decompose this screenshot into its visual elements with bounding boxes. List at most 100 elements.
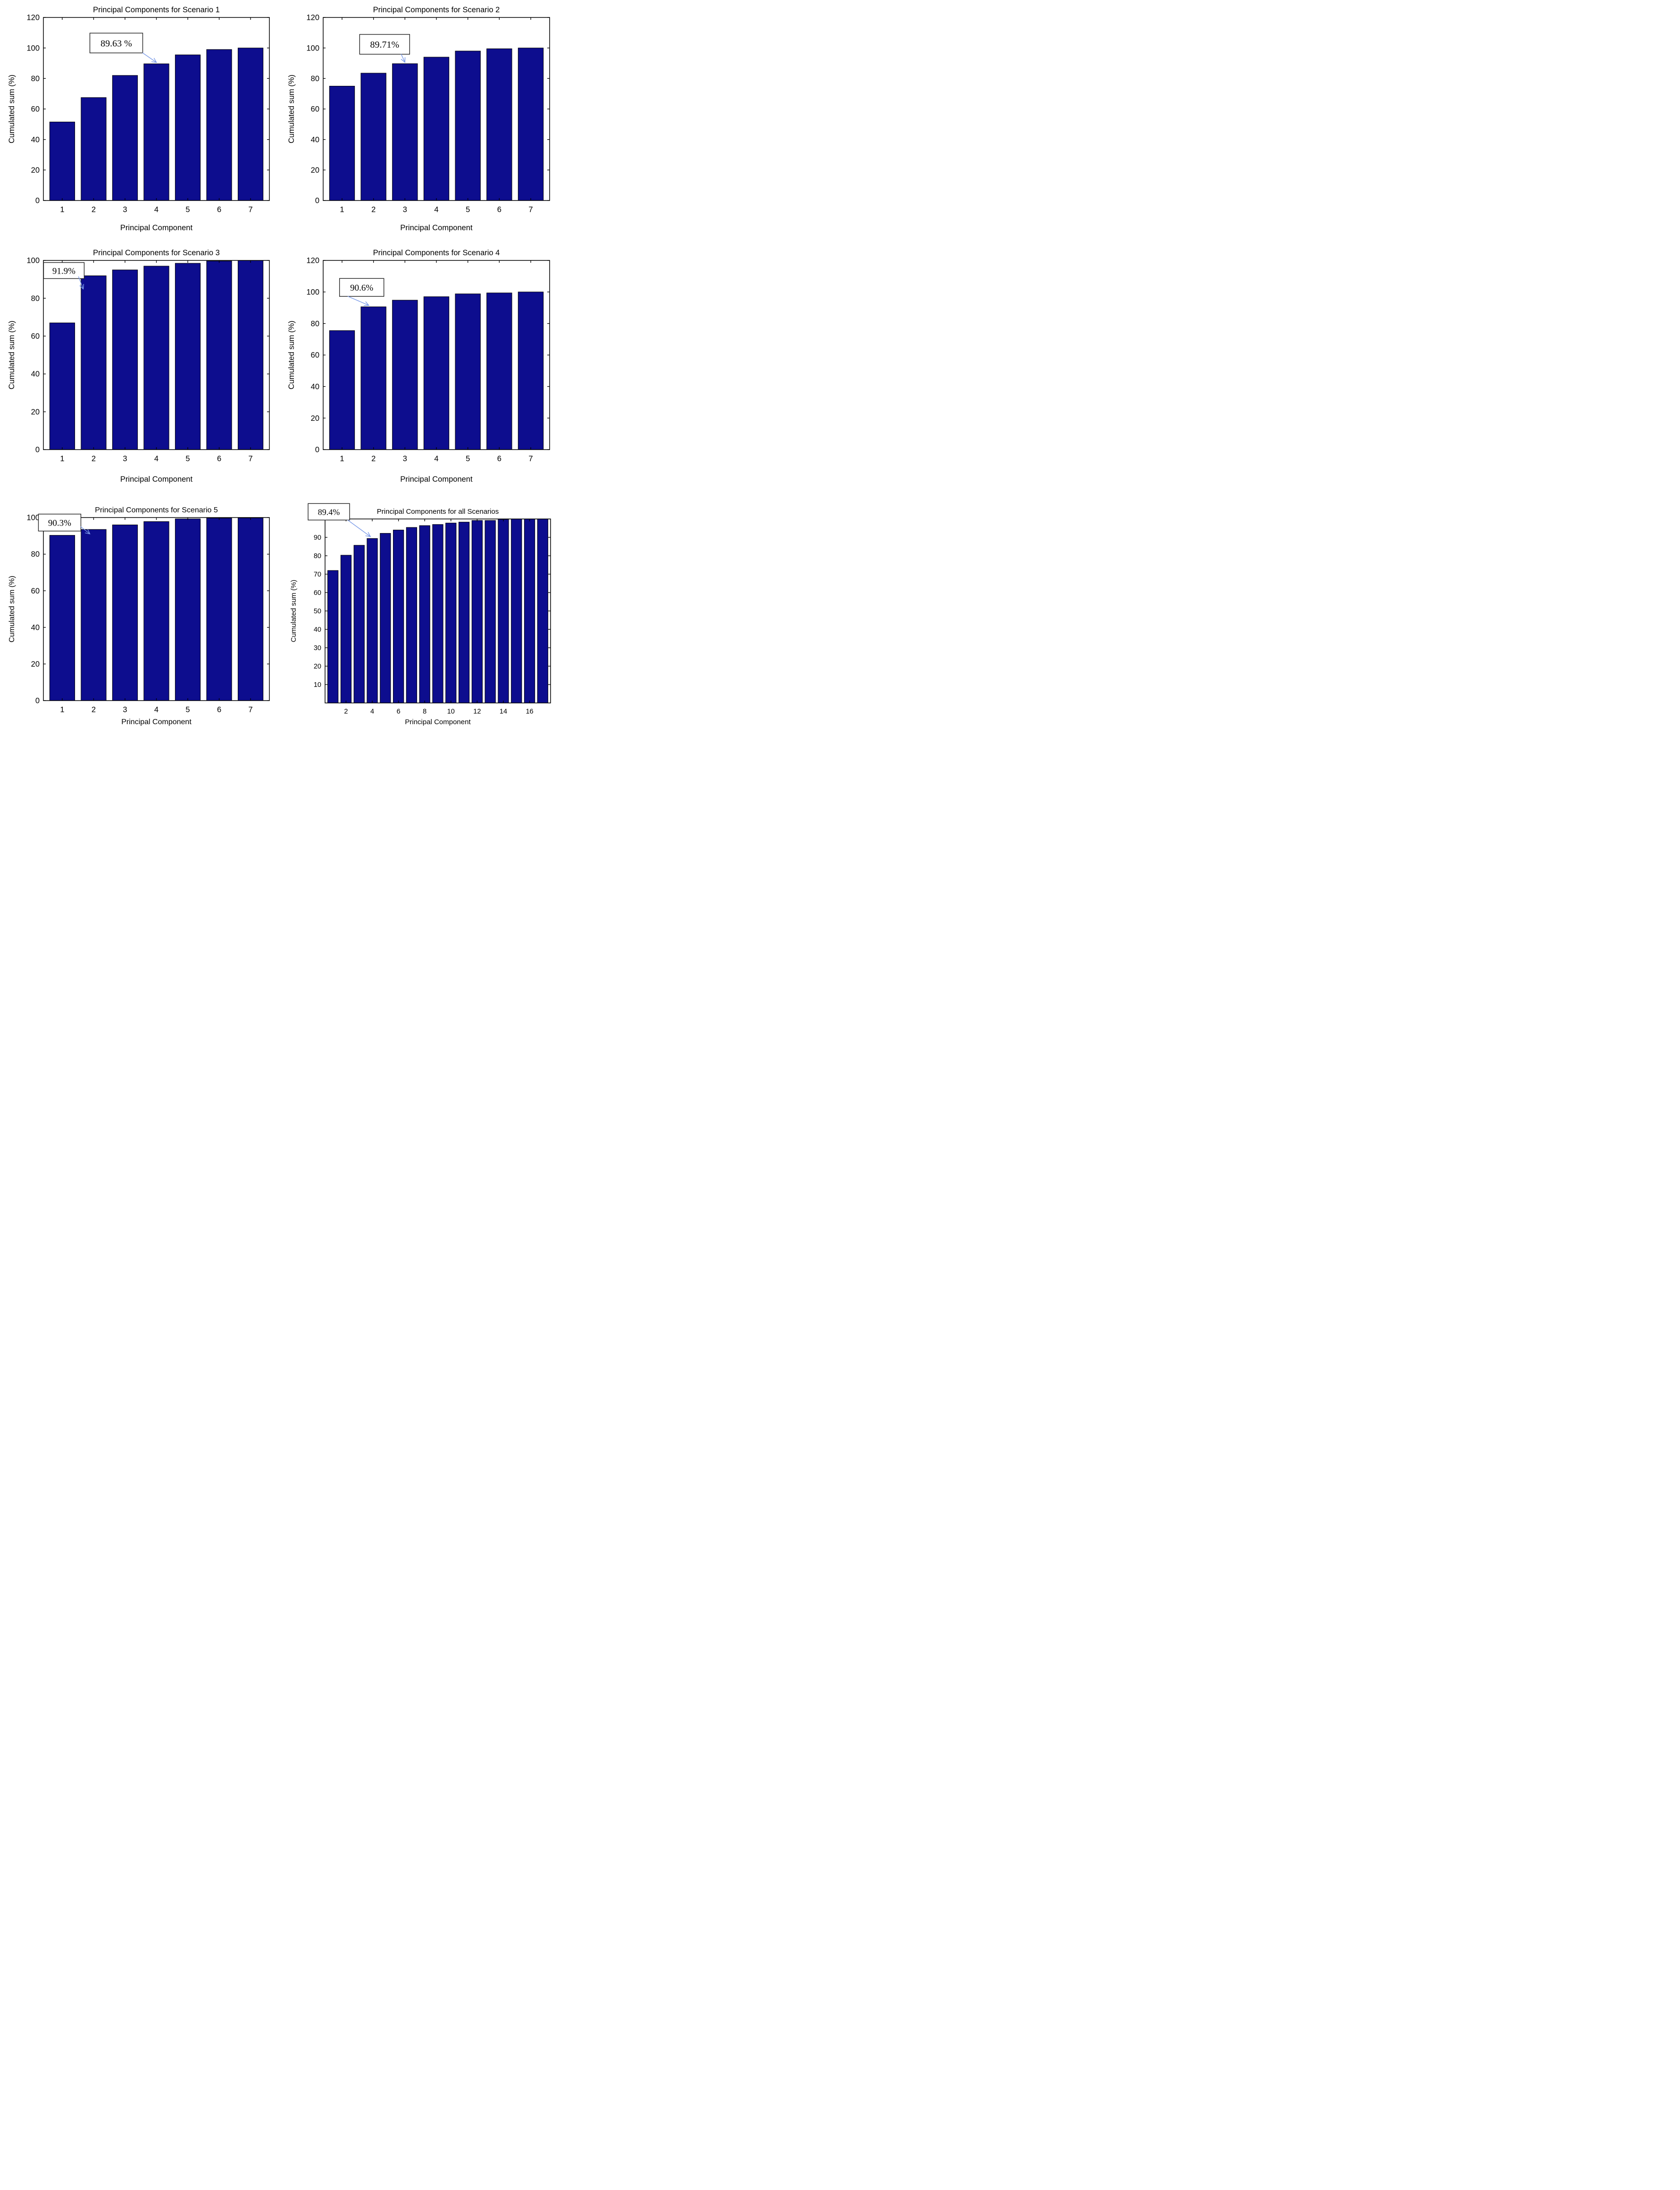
x-tick-label: 7 xyxy=(528,206,533,214)
x-tick-label: 1 xyxy=(340,455,344,463)
y-tick-label: 60 xyxy=(311,351,319,359)
x-tick-label: 3 xyxy=(403,206,407,214)
bar-pc-3 xyxy=(392,63,418,201)
x-tick-label: 5 xyxy=(185,206,190,214)
annotation-arrow-head xyxy=(363,301,370,306)
y-tick-label: 120 xyxy=(306,14,319,22)
x-tick-label: 2 xyxy=(371,206,376,214)
x-tick-label: 3 xyxy=(123,206,127,214)
y-tick-label: 20 xyxy=(31,660,40,669)
x-axis-label: Principal Component xyxy=(405,718,471,726)
bar-pc-2 xyxy=(340,555,352,703)
annotation-arrow xyxy=(80,526,91,535)
y-tick-label: 80 xyxy=(31,75,40,83)
bar-pc-5 xyxy=(175,518,201,701)
x-tick-label: 2 xyxy=(344,708,348,716)
bar-pc-6 xyxy=(486,48,512,201)
bar-pc-2 xyxy=(81,275,107,450)
bar-pc-5 xyxy=(455,293,481,450)
bar-pc-1 xyxy=(329,330,355,450)
chart-title: Principal Components for Scenario 4 xyxy=(373,249,500,257)
x-tick-label: 3 xyxy=(403,455,407,463)
annotation-arrow-head xyxy=(151,58,157,63)
y-axis-label: Cumulated sum (%) xyxy=(287,75,296,143)
y-tick-label: 120 xyxy=(26,14,40,22)
chart-title: Principal Components for Scenario 3 xyxy=(93,249,220,257)
bar-pc-7 xyxy=(237,48,264,201)
chart-title: Principal Components for Scenario 2 xyxy=(373,6,500,14)
bar-pc-2 xyxy=(81,97,107,201)
y-tick-label: 20 xyxy=(311,166,319,175)
y-tick-label: 20 xyxy=(314,663,321,670)
bar-pc-15 xyxy=(511,518,522,703)
y-tick-label: 60 xyxy=(31,332,40,341)
bar-pc-1 xyxy=(49,535,75,701)
bar-pc-3 xyxy=(353,545,365,703)
x-tick-label: 2 xyxy=(92,706,96,714)
bar-pc-9 xyxy=(432,524,443,703)
y-axis-label: Cumulated sum (%) xyxy=(290,580,298,643)
bar-pc-7 xyxy=(518,48,544,201)
x-tick-label: 1 xyxy=(60,706,64,714)
y-tick-label: 90 xyxy=(314,534,321,542)
y-tick-label: 0 xyxy=(315,197,319,205)
y-tick-label: 80 xyxy=(311,75,319,83)
bar-pc-3 xyxy=(392,300,418,450)
x-tick-label: 1 xyxy=(60,206,64,214)
chart-title: Principal Components for Scenario 5 xyxy=(95,506,218,514)
x-tick-label: 6 xyxy=(497,455,501,463)
bar-pc-4 xyxy=(423,57,450,201)
chart-all-scenarios: 10 20 30 40 50 60 70 80 90 2 4 6 8 10 12 14 16 Principal … xyxy=(280,487,560,730)
annotation-arrow-head xyxy=(365,532,371,537)
x-tick-label: 10 xyxy=(447,708,455,716)
annotation-box xyxy=(359,34,410,55)
annotation-box xyxy=(339,278,384,297)
annotation-arrow xyxy=(142,52,157,63)
x-tick-label: 6 xyxy=(397,708,401,716)
bar-pc-8 xyxy=(419,525,430,703)
x-tick-label: 1 xyxy=(340,206,344,214)
annotation-label: 89.63 % xyxy=(100,38,132,49)
chart-grid: 0 20 40 60 80 100 120 1 2 3 4 5 6 7 Principal Componen… xyxy=(0,0,560,730)
bar-pc-2 xyxy=(360,306,386,450)
bar-pc-6 xyxy=(206,49,232,201)
bar-pc-13 xyxy=(485,520,496,703)
chart-svg: 0 20 40 60 80 100 120 1 2 3 4 5 6 7 Principal Componen… xyxy=(8,6,270,232)
y-tick-label: 20 xyxy=(31,166,40,175)
x-tick-label: 2 xyxy=(92,455,96,463)
x-tick-label: 14 xyxy=(500,708,507,716)
annotation-arrow-shaft xyxy=(80,526,91,535)
y-tick-label: 80 xyxy=(314,552,321,560)
x-tick-label: 5 xyxy=(466,206,470,214)
annotation-box xyxy=(89,33,143,53)
figure-page: 0 20 40 60 80 100 120 1 2 3 4 5 6 7 Principal Componen… xyxy=(0,0,560,730)
y-tick-label: 10 xyxy=(314,681,321,689)
chart-svg: 0 20 40 60 80 100 120 1 2 3 4 5 6 7 Principal Componen… xyxy=(287,249,550,484)
annotation-arrow xyxy=(347,296,370,306)
annotation-box xyxy=(38,513,82,532)
x-tick-label: 2 xyxy=(371,455,376,463)
chart-svg: 10 20 30 40 50 60 70 80 90 2 4 6 8 10 12 14 16 Principal … xyxy=(290,503,551,726)
bar-pc-2 xyxy=(360,73,386,201)
chart-scenario-5: 0 20 40 60 80 100 1 2 3 4 5 6 7 Principal Components … xyxy=(0,487,280,730)
chart-svg: 0 20 40 60 80 100 120 1 2 3 4 5 6 7 Principal Componen… xyxy=(287,6,550,232)
y-tick-label: 100 xyxy=(26,514,40,522)
x-axis-label: Principal Component xyxy=(400,475,473,484)
bar-pc-7 xyxy=(406,527,418,703)
bar-pc-10 xyxy=(445,523,457,703)
annotation-label: 89.71% xyxy=(370,40,399,50)
y-tick-label: 60 xyxy=(31,105,40,114)
bar-pc-12 xyxy=(471,520,483,703)
bar-pc-2 xyxy=(81,529,107,701)
x-tick-label: 6 xyxy=(217,206,221,214)
chart-scenario-3: 0 20 40 60 80 100 1 2 3 4 5 6 7 Principal Components … xyxy=(0,236,280,487)
y-tick-label: 80 xyxy=(31,550,40,559)
y-tick-label: 0 xyxy=(35,446,40,454)
bar-pc-3 xyxy=(112,75,138,201)
chart-title: Principal Components for all Scenarios xyxy=(377,508,499,516)
x-tick-label: 7 xyxy=(248,206,252,214)
x-tick-label: 6 xyxy=(217,706,221,714)
x-tick-label: 4 xyxy=(154,455,159,463)
x-tick-label: 7 xyxy=(248,455,252,463)
x-tick-label: 7 xyxy=(248,706,252,714)
